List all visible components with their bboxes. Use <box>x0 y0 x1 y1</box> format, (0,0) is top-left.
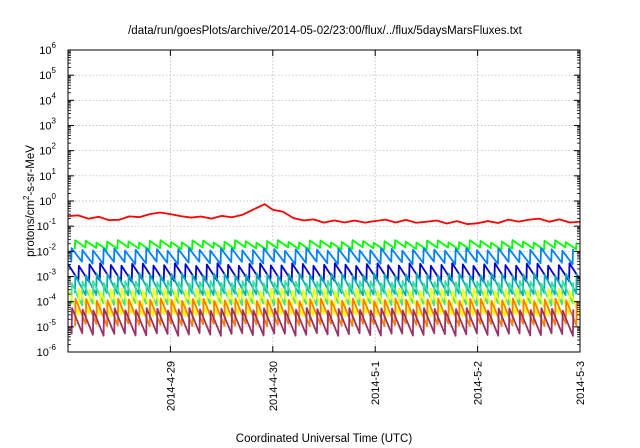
y-tick-label: 100 <box>39 192 56 208</box>
series-line <box>70 247 574 266</box>
y-tick-label: 10-5 <box>37 318 57 334</box>
y-tick-label: 10-3 <box>37 268 57 284</box>
series-line <box>70 307 575 337</box>
y-tick-label: 10-4 <box>37 293 57 309</box>
x-axis-ticks: 2014-4-29 2014-4-30 2014-5-1 2014-5-2 2014-5… <box>165 50 587 411</box>
y-tick-label: 105 <box>39 66 56 82</box>
x-tick-label: 2014-5-1 <box>370 361 382 405</box>
x-axis-label: Coordinated Universal Time (UTC) <box>236 433 413 445</box>
y-tick-label: 10-1 <box>37 217 57 233</box>
y-tick-label: 102 <box>39 142 56 158</box>
x-tick-label: 2014-5-3 <box>575 361 587 405</box>
y-axis-ticks: 10-6 10-5 10-4 10-3 10-2 10-1 100 101 102 103 104 1… <box>37 41 580 359</box>
series-line <box>73 239 578 251</box>
x-tick-label: 2014-4-29 <box>165 361 177 411</box>
y-tick-label: 10-2 <box>37 242 57 258</box>
y-tick-label: 103 <box>39 117 56 133</box>
x-tick-label: 2014-5-2 <box>473 361 485 405</box>
series-line <box>74 272 578 297</box>
series-line <box>67 203 581 226</box>
chart-title: /data/run/goesPlots/archive/2014-05-02/2… <box>128 25 523 37</box>
series-line <box>74 297 578 328</box>
y-tick-label: 101 <box>39 167 56 183</box>
y-tick-label: 10-6 <box>37 343 57 359</box>
y-tick-label: 104 <box>39 91 56 107</box>
y-axis-label: protons/cm2-s-sr-MeV <box>22 145 37 257</box>
data-series <box>67 203 581 337</box>
x-tick-label: 2014-4-30 <box>268 361 280 411</box>
y-tick-label: 106 <box>39 41 56 57</box>
series-line <box>67 262 581 283</box>
series-line <box>70 279 575 307</box>
